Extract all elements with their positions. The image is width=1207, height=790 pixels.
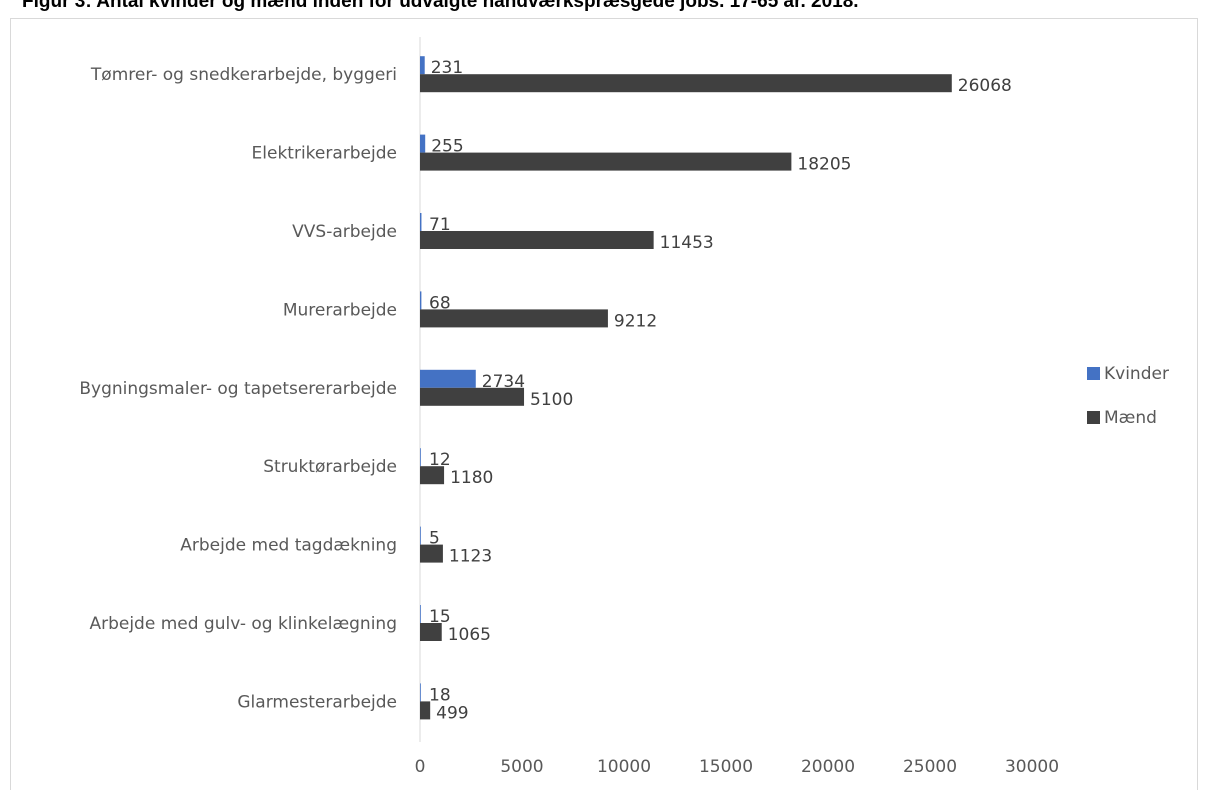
bar-kvinder [420, 605, 421, 623]
data-label: 1180 [450, 468, 493, 488]
x-tick-label: 5000 [500, 757, 543, 777]
category-label: Elektrikerarbejde [252, 144, 397, 164]
data-label: 499 [436, 703, 468, 723]
bars-layer [420, 56, 952, 720]
data-label: 18 [429, 685, 451, 705]
data-label: 15 [429, 607, 451, 627]
x-tick-label: 0 [415, 757, 426, 777]
x-tick-label: 15000 [699, 757, 753, 777]
data-label: 9212 [614, 311, 657, 331]
category-label: Glarmesterarbejde [237, 692, 397, 712]
bar-mænd [420, 309, 608, 328]
bar-kvinder [420, 683, 421, 702]
category-label: Arbejde med tagdækning [180, 536, 397, 556]
bar-kvinder [420, 291, 422, 310]
bar-mænd [420, 387, 525, 406]
category-label: Struktørarbejde [263, 457, 397, 477]
data-label: 231 [431, 58, 463, 78]
bar-kvinder [420, 134, 426, 153]
bar-kvinder [420, 369, 476, 388]
data-label: 5100 [530, 390, 573, 410]
data-label: 12 [429, 450, 451, 470]
legend-swatch-kvinder [1087, 367, 1100, 380]
bar-kvinder [420, 448, 421, 467]
data-label: 1123 [449, 547, 492, 567]
bar-mænd [420, 74, 952, 93]
x-tick-label: 30000 [1005, 757, 1059, 777]
chart-frame [10, 18, 1198, 790]
legend: Kvinder Mænd [1087, 364, 1169, 428]
labels-layer: Tømrer- og snedkerarbejde, byggeri 231 260… [79, 58, 1012, 723]
category-label: Tømrer- og snedkerarbejde, byggeri [90, 65, 397, 85]
data-label: 255 [431, 137, 463, 157]
legend-label: Mænd [1104, 408, 1157, 428]
bar-kvinder [420, 526, 421, 545]
bar-mænd [420, 152, 792, 171]
data-label: 5 [429, 529, 440, 549]
data-label: 2734 [482, 372, 525, 392]
category-label: Bygningsmaler- og tapetsererarbejde [79, 379, 397, 399]
legend-swatch-mænd [1087, 411, 1100, 424]
bar-kvinder [420, 213, 422, 231]
bar-mænd [420, 466, 445, 485]
category-label: VVS-arbejde [292, 222, 397, 242]
bar-mænd [420, 701, 431, 720]
legend-label: Kvinder [1104, 364, 1169, 384]
x-tick-label: 20000 [801, 757, 855, 777]
axis-layer: 0 5000 10000 15000 20000 25000 30000 [415, 37, 1059, 777]
bar-mænd [420, 544, 443, 563]
bar-mænd [420, 623, 442, 641]
bar-mænd [420, 231, 654, 249]
data-label: 71 [429, 215, 451, 235]
x-tick-label: 10000 [597, 757, 651, 777]
x-tick-label: 25000 [903, 757, 957, 777]
category-label: Murerarbejde [283, 300, 397, 320]
data-label: 26068 [958, 76, 1012, 96]
data-label: 68 [429, 293, 451, 313]
chart-title: Figur 3: Antal kvinder og mænd inden for… [22, 0, 859, 12]
data-label: 11453 [660, 233, 714, 253]
data-label: 1065 [448, 625, 491, 645]
data-label: 18205 [797, 155, 851, 175]
category-label: Arbejde med gulv- og klinkelægning [89, 614, 397, 634]
bar-kvinder [420, 56, 425, 75]
